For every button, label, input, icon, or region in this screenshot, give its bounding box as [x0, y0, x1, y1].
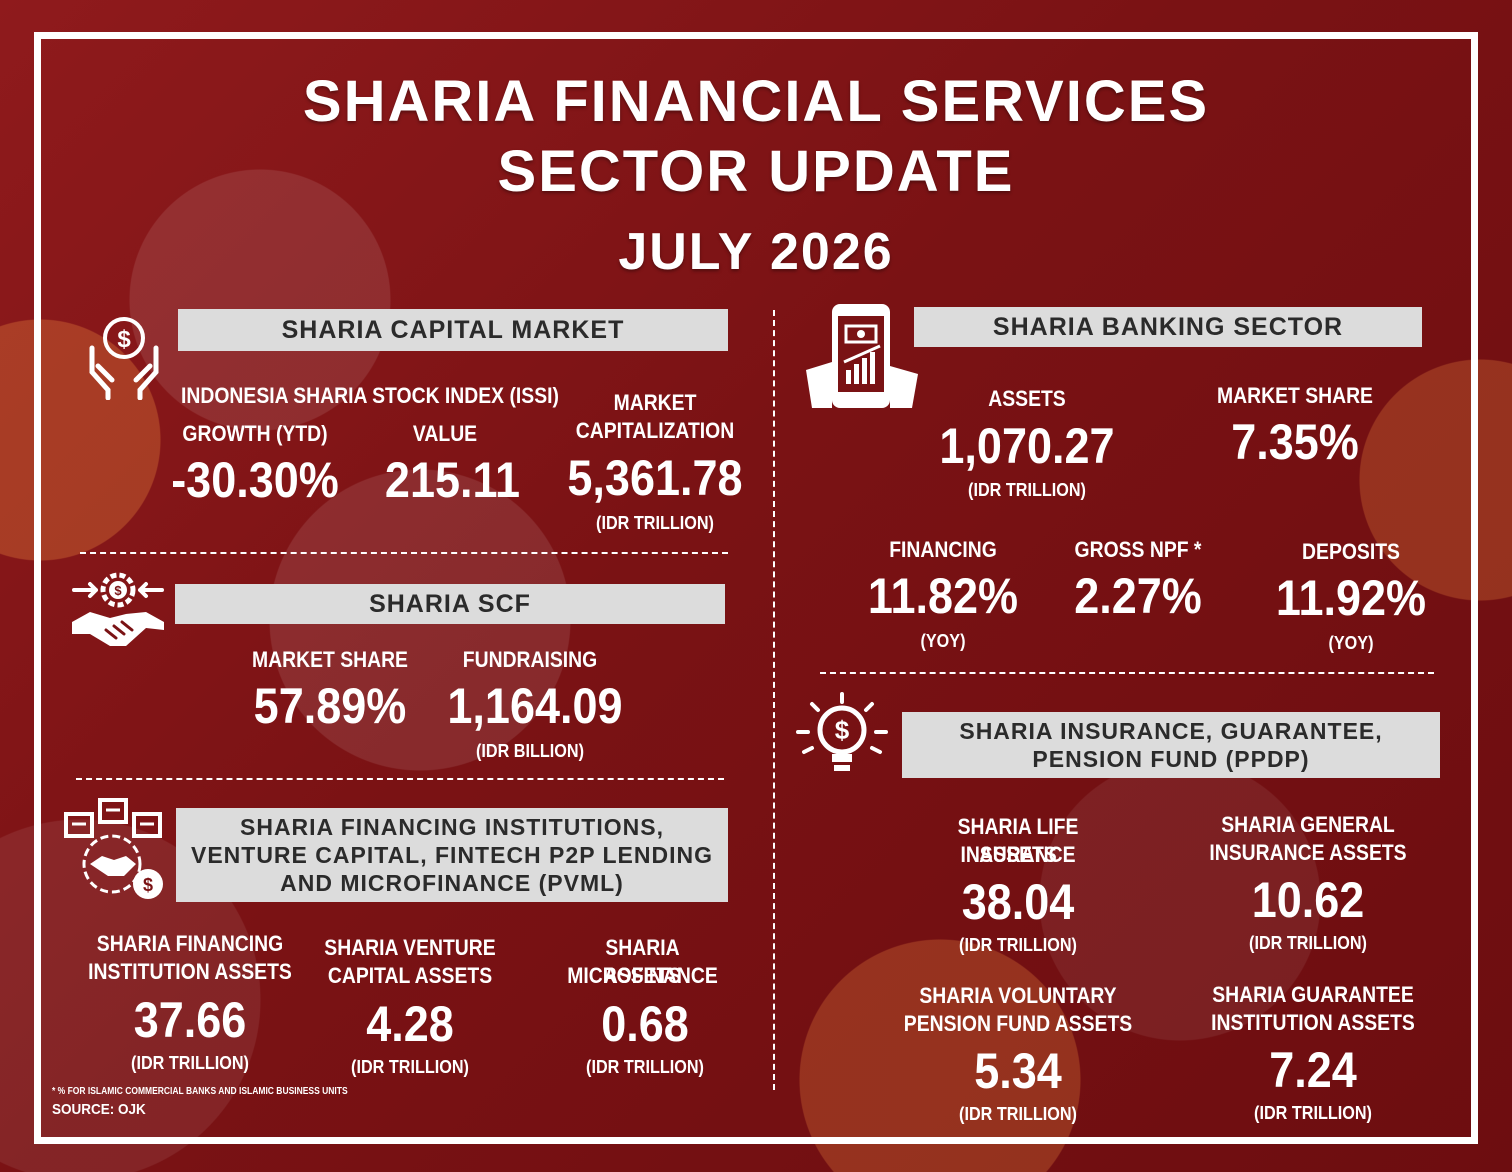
- financing-institution-unit: (IDR TRILLION): [131, 1053, 249, 1073]
- pvml-header-line3: AND MICROFINANCE (PVML): [280, 870, 624, 896]
- banking-assets-label: ASSETS: [988, 386, 1066, 411]
- market-cap-value: 5,361.78: [567, 450, 743, 506]
- idea-bulb-dollar-icon: $: [794, 690, 890, 780]
- main-title-line1: SHARIA FINANCIAL SERVICES: [302, 69, 1210, 134]
- general-insurance-value: 10.62: [1251, 872, 1365, 928]
- vertical-divider: [773, 310, 775, 1090]
- banking-header: SHARIA BANKING SECTOR: [914, 307, 1422, 347]
- venture-capital-unit: (IDR TRILLION): [351, 1057, 469, 1077]
- pension-fund-label-2: PENSION FUND ASSETS: [903, 1011, 1133, 1036]
- svg-text:$: $: [117, 326, 131, 353]
- microfinance-unit: (IDR TRILLION): [586, 1057, 704, 1077]
- scf-fundraising-value: 1,164.09: [447, 678, 623, 734]
- issi-value: 215.11: [384, 452, 521, 508]
- life-insurance-unit: (IDR TRILLION): [959, 935, 1077, 955]
- microfinance-label-1: SHARIA MICROFINANCE: [567, 935, 718, 988]
- guarantee-label-2: INSTITUTION ASSETS: [1211, 1010, 1415, 1035]
- period-title: JULY 2026: [618, 223, 894, 281]
- market-cap-unit: (IDR TRILLION): [596, 513, 714, 533]
- gross-npf-label: GROSS NPF *: [1074, 537, 1202, 562]
- financing-institution-label-1: SHARIA FINANCING: [96, 931, 284, 956]
- venture-capital-label-1: SHARIA VENTURE: [324, 935, 496, 960]
- svg-text:$: $: [143, 875, 153, 895]
- divider-scf-pvml: [76, 778, 724, 780]
- source-label: SOURCE: OJK: [52, 1101, 146, 1118]
- general-insurance-label-2: INSURANCE ASSETS: [1209, 840, 1407, 865]
- capital-market-header: SHARIA CAPITAL MARKET: [178, 309, 728, 351]
- microfinance-value: 0.68: [601, 996, 689, 1052]
- banking-financing-label: FINANCING: [889, 537, 997, 562]
- venture-capital-value: 4.28: [366, 996, 454, 1052]
- gross-npf-value: 2.27%: [1074, 568, 1202, 624]
- ppdp-header-line1: SHARIA INSURANCE, GUARANTEE,: [959, 718, 1383, 744]
- banking-market-share-label: MARKET SHARE: [1217, 383, 1373, 408]
- pvml-header-line1: SHARIA FINANCING INSTITUTIONS,: [240, 814, 664, 840]
- scf-market-share-value: 57.89%: [253, 678, 407, 734]
- guarantee-value: 7.24: [1269, 1042, 1357, 1098]
- guarantee-label-1: SHARIA GUARANTEE: [1212, 982, 1414, 1007]
- pvml-header: SHARIA FINANCING INSTITUTIONS, VENTURE C…: [176, 808, 728, 902]
- financing-institution-value: 37.66: [133, 992, 247, 1048]
- venture-capital-label-2: CAPITAL ASSETS: [327, 963, 493, 988]
- banking-financing-value: 11.82%: [867, 568, 1019, 624]
- pvml-header-line2: VENTURE CAPITAL, FINTECH P2P LENDING: [190, 842, 714, 868]
- general-insurance-label-1: SHARIA GENERAL: [1221, 812, 1395, 837]
- banking-deposits-value: 11.92%: [1275, 570, 1427, 626]
- market-cap-label-2: CAPITALIZATION: [575, 418, 735, 443]
- banking-financing-unit: (YOY): [920, 631, 966, 651]
- value-label: VALUE: [412, 421, 478, 446]
- life-insurance-label-1: SHARIA LIFE INSURANCE: [957, 814, 1079, 867]
- growth-label: GROWTH (YTD): [182, 421, 328, 446]
- footnote: * % FOR ISLAMIC COMMERCIAL BANKS AND ISL…: [52, 1086, 348, 1097]
- life-insurance-label-2: ASSETS: [979, 842, 1057, 867]
- divider-banking-ppdp: [820, 672, 1434, 674]
- banking-assets-unit: (IDR TRILLION): [968, 480, 1086, 500]
- pension-fund-label-1: SHARIA VOLUNTARY: [919, 983, 1117, 1008]
- svg-text:$: $: [835, 715, 850, 745]
- life-insurance-value: 38.04: [961, 874, 1075, 930]
- microfinance-label-2: ASSETS: [603, 963, 682, 988]
- banking-assets-value: 1,070.27: [939, 418, 1115, 474]
- handshake-gear-icon: $: [70, 568, 166, 654]
- scf-header: SHARIA SCF: [175, 584, 725, 624]
- money-hands-icon: $: [86, 310, 162, 401]
- general-insurance-unit: (IDR TRILLION): [1249, 933, 1367, 953]
- mobile-banking-icon: [804, 300, 920, 412]
- main-title-line2: SECTOR UPDATE: [497, 139, 1015, 204]
- scf-fundraising-label: FUNDRAISING: [462, 647, 598, 672]
- svg-text:$: $: [114, 583, 122, 598]
- banking-deposits-unit: (YOY): [1328, 633, 1374, 653]
- banking-market-share-value: 7.35%: [1231, 414, 1359, 470]
- financing-institutions-icon: $: [62, 792, 166, 902]
- pension-fund-value: 5.34: [974, 1043, 1062, 1099]
- guarantee-unit: (IDR TRILLION): [1254, 1103, 1372, 1123]
- banking-deposits-label: DEPOSITS: [1302, 539, 1400, 564]
- scf-market-share-label: MARKET SHARE: [252, 647, 408, 672]
- divider-capital-scf: [80, 552, 728, 554]
- market-cap-label-1: MARKET: [613, 390, 697, 415]
- growth-value: -30.30%: [171, 452, 339, 508]
- white-frame: [34, 32, 1478, 1144]
- financing-institution-label-2: INSTITUTION ASSETS: [88, 959, 292, 984]
- pension-fund-unit: (IDR TRILLION): [959, 1104, 1077, 1124]
- scf-fundraising-unit: (IDR BILLION): [476, 741, 584, 761]
- ppdp-header-line2: PENSION FUND (PPDP): [1032, 746, 1310, 772]
- issi-label: INDONESIA SHARIA STOCK INDEX (ISSI): [181, 383, 559, 408]
- ppdp-header: SHARIA INSURANCE, GUARANTEE, PENSION FUN…: [902, 712, 1440, 778]
